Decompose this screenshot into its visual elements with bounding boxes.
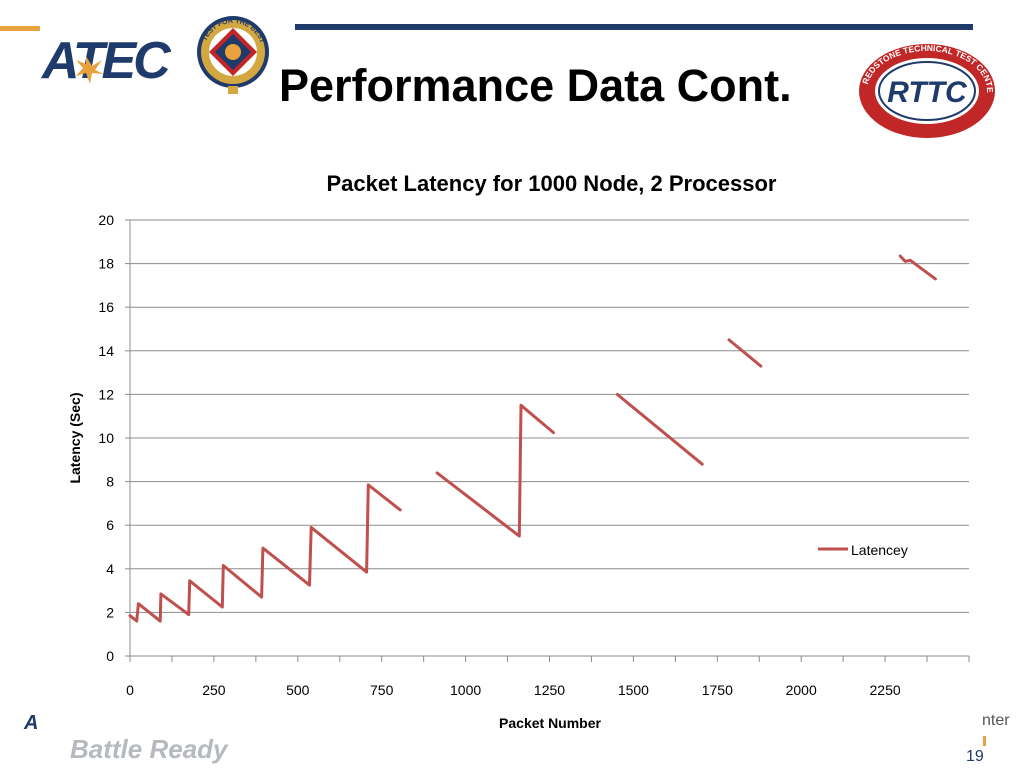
y-tick-label: 4 <box>106 561 114 577</box>
header-accent-line <box>0 26 40 31</box>
chart-title: Packet Latency for 1000 Node, 2 Processo… <box>327 171 777 196</box>
y-tick-label: 16 <box>98 299 114 315</box>
x-tick-label: 2000 <box>786 682 817 698</box>
rttc-logo: RTTC REDSTONE TECHNICAL TEST CENTER <box>857 42 995 138</box>
series-line-segment <box>615 392 704 466</box>
y-tick-label: 2 <box>106 604 114 620</box>
x-tick-label: 1750 <box>702 682 733 698</box>
x-tick-label: 750 <box>370 682 394 698</box>
x-tick-label: 1000 <box>450 682 481 698</box>
svg-text:ATEC: ATEC <box>40 32 172 90</box>
x-tick-label: 250 <box>202 682 226 698</box>
y-tick-label: 14 <box>98 343 114 359</box>
y-tick-label: 20 <box>98 212 114 228</box>
page-accent-bar <box>983 736 986 746</box>
page-number: 19 <box>966 748 984 765</box>
x-tick-label: 1250 <box>534 682 565 698</box>
x-tick-label: 1500 <box>618 682 649 698</box>
y-tick-label: 18 <box>98 256 114 272</box>
svg-text:RTTC: RTTC <box>887 76 968 109</box>
y-axis-label: Latency (Sec) <box>67 392 83 483</box>
header-rule <box>295 24 973 30</box>
footer-fragment-left: A <box>24 712 39 734</box>
x-tick-label: 0 <box>126 682 134 698</box>
x-tick-label: 500 <box>286 682 310 698</box>
series-line-segment <box>727 338 763 368</box>
y-tick-label: 0 <box>106 648 114 664</box>
atec-logo: ATEC <box>40 32 175 90</box>
series-line-segment <box>128 483 402 623</box>
x-axis-label: Packet Number <box>499 715 601 731</box>
y-tick-label: 6 <box>106 517 114 533</box>
series-line-segment <box>435 403 555 538</box>
footer-tagline: Battle Ready <box>70 734 228 764</box>
y-tick-label: 10 <box>98 430 114 446</box>
test-for-the-best-seal: TEST FOR THE BEST <box>197 16 269 94</box>
y-tick-label: 12 <box>98 386 114 402</box>
x-tick-label: 2250 <box>870 682 901 698</box>
y-tick-label: 8 <box>106 474 114 490</box>
slide-title: Performance Data Cont. <box>279 60 792 111</box>
series-line-segment <box>898 254 937 281</box>
legend-label: Latencey <box>851 542 908 558</box>
footer-fragment-right: nter <box>982 712 1010 729</box>
